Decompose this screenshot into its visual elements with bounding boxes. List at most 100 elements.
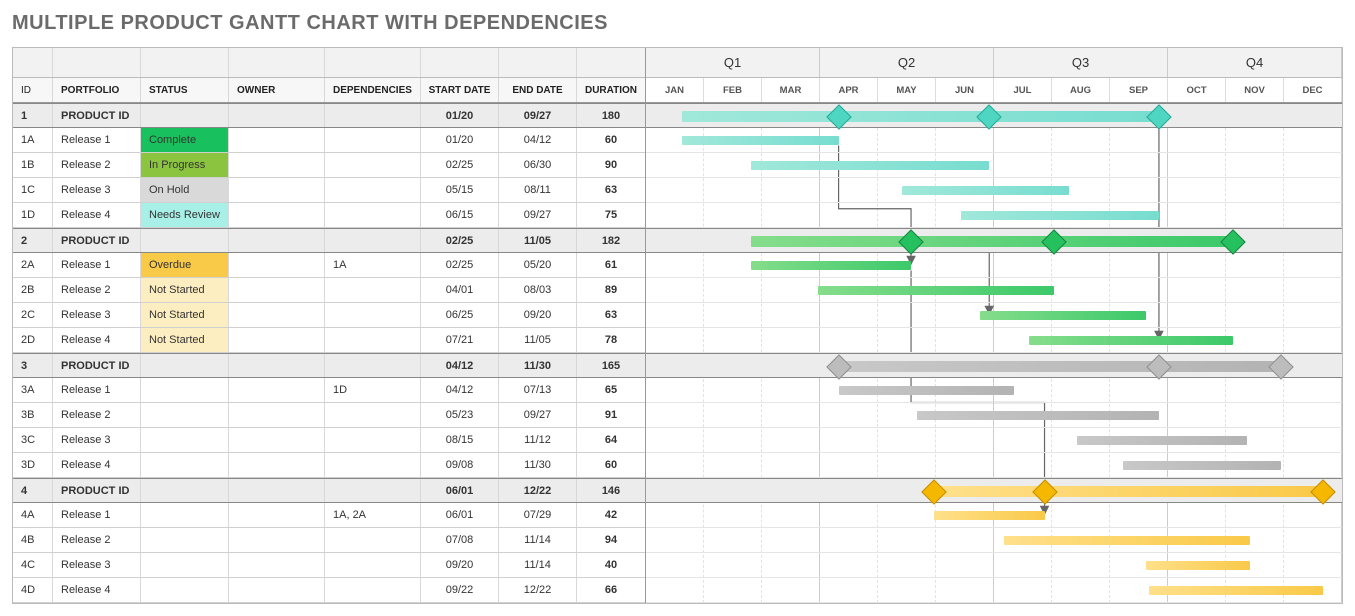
- cell-id: 1A: [13, 128, 53, 152]
- task-row: 3CRelease 308/1511/1264: [13, 428, 645, 453]
- task-bar[interactable]: [751, 261, 911, 270]
- cell-id: 3A: [13, 378, 53, 402]
- summary-bar[interactable]: [934, 486, 1323, 497]
- month-cell: OCT: [1168, 78, 1226, 102]
- cell-dur: 146: [577, 479, 645, 502]
- summary-bar[interactable]: [839, 361, 1281, 372]
- summary-bar[interactable]: [682, 111, 1159, 122]
- cell-id: 4: [13, 479, 53, 502]
- cell-dur: 42: [577, 503, 645, 527]
- task-bar[interactable]: [917, 411, 1159, 420]
- col-start: START DATE: [421, 78, 499, 102]
- task-bar[interactable]: [751, 161, 989, 170]
- cell-end: 11/30: [499, 354, 577, 377]
- milestone-diamond[interactable]: [1146, 104, 1171, 129]
- month-cell: JUL: [994, 78, 1052, 102]
- task-bar[interactable]: [934, 511, 1045, 520]
- task-bar[interactable]: [682, 136, 838, 145]
- cell-port: Release 4: [53, 203, 141, 227]
- milestone-diamond[interactable]: [898, 229, 923, 254]
- milestone-diamond[interactable]: [1268, 354, 1293, 379]
- status-badge: Complete: [141, 128, 228, 152]
- status-badge: [141, 528, 228, 552]
- task-bar[interactable]: [1029, 336, 1233, 345]
- task-row: 1CRelease 3On Hold05/1508/1163: [13, 178, 645, 203]
- task-row: 2CRelease 3Not Started06/2509/2063: [13, 303, 645, 328]
- product-summary-row: 2PRODUCT ID02/2511/05182: [13, 228, 645, 253]
- cell-id: 2B: [13, 278, 53, 302]
- cell-start: 02/25: [421, 253, 499, 277]
- task-row: 1BRelease 2In Progress02/2506/3090: [13, 153, 645, 178]
- timeline-row: [646, 553, 1342, 578]
- status-badge: Not Started: [141, 303, 228, 327]
- cell-start: 09/22: [421, 578, 499, 602]
- status-badge: [141, 229, 228, 252]
- cell-end: 12/22: [499, 578, 577, 602]
- task-row: 2DRelease 4Not Started07/2111/0578: [13, 328, 645, 353]
- cell-end: 07/29: [499, 503, 577, 527]
- cell-start: 09/08: [421, 453, 499, 477]
- cell-start: 01/20: [421, 104, 499, 127]
- milestone-diamond[interactable]: [921, 479, 946, 504]
- cell-owner: [229, 354, 325, 377]
- task-bar[interactable]: [1146, 561, 1251, 570]
- timeline-row: [646, 303, 1342, 328]
- cell-end: 11/14: [499, 528, 577, 552]
- column-header-row: ID PORTFOLIO STATUS OWNER DEPENDENCIES S…: [13, 78, 645, 103]
- month-cell: NOV: [1226, 78, 1284, 102]
- col-owner: OWNER: [229, 78, 325, 102]
- cell-port: Release 3: [53, 428, 141, 452]
- product-summary-row: 1PRODUCT ID01/2009/27180: [13, 103, 645, 128]
- cell-port: Release 1: [53, 128, 141, 152]
- status-badge: Needs Review: [141, 203, 228, 227]
- task-bar[interactable]: [1149, 586, 1323, 595]
- task-row: 3ARelease 11D04/1207/1365: [13, 378, 645, 403]
- cell-dep: 1A, 2A: [325, 503, 421, 527]
- timeline: Q1Q2Q3Q4 JANFEBMARAPRMAYJUNJULAUGSEPOCTN…: [646, 48, 1342, 603]
- milestone-diamond[interactable]: [826, 104, 851, 129]
- task-bar[interactable]: [1077, 436, 1247, 445]
- cell-start: 04/12: [421, 378, 499, 402]
- month-cell: DEC: [1284, 78, 1342, 102]
- task-bar[interactable]: [818, 286, 1054, 295]
- timeline-row: [646, 128, 1342, 153]
- status-badge: In Progress: [141, 153, 228, 177]
- task-row: 4BRelease 207/0811/1494: [13, 528, 645, 553]
- cell-start: 06/01: [421, 503, 499, 527]
- quarter-cell: Q3: [994, 48, 1168, 77]
- task-bar[interactable]: [961, 211, 1159, 220]
- cell-dep: [325, 229, 421, 252]
- task-grid: ID PORTFOLIO STATUS OWNER DEPENDENCIES S…: [13, 48, 646, 603]
- status-badge: Not Started: [141, 328, 228, 352]
- cell-owner: [229, 378, 325, 402]
- timeline-row: [646, 353, 1342, 378]
- milestone-diamond[interactable]: [976, 104, 1001, 129]
- cell-id: 3D: [13, 453, 53, 477]
- status-badge: [141, 553, 228, 577]
- cell-owner: [229, 128, 325, 152]
- milestone-diamond[interactable]: [1146, 354, 1171, 379]
- cell-port: Release 4: [53, 453, 141, 477]
- milestone-diamond[interactable]: [1310, 479, 1335, 504]
- timeline-row: [646, 528, 1342, 553]
- task-bar[interactable]: [839, 386, 1014, 395]
- timeline-row: [646, 228, 1342, 253]
- task-row: 2BRelease 2Not Started04/0108/0389: [13, 278, 645, 303]
- cell-start: 09/20: [421, 553, 499, 577]
- milestone-diamond[interactable]: [1041, 229, 1066, 254]
- summary-bar[interactable]: [751, 236, 1233, 247]
- cell-owner: [229, 153, 325, 177]
- cell-id: 4B: [13, 528, 53, 552]
- milestone-diamond[interactable]: [826, 354, 851, 379]
- milestone-diamond[interactable]: [1032, 479, 1057, 504]
- cell-port: Release 3: [53, 178, 141, 202]
- cell-port: Release 3: [53, 303, 141, 327]
- task-bar[interactable]: [902, 186, 1070, 195]
- task-bar[interactable]: [980, 311, 1146, 320]
- task-bar[interactable]: [1004, 536, 1250, 545]
- col-status: STATUS: [141, 78, 229, 102]
- milestone-diamond[interactable]: [1221, 229, 1246, 254]
- cell-end: 04/12: [499, 128, 577, 152]
- cell-dep: [325, 553, 421, 577]
- task-bar[interactable]: [1123, 461, 1281, 470]
